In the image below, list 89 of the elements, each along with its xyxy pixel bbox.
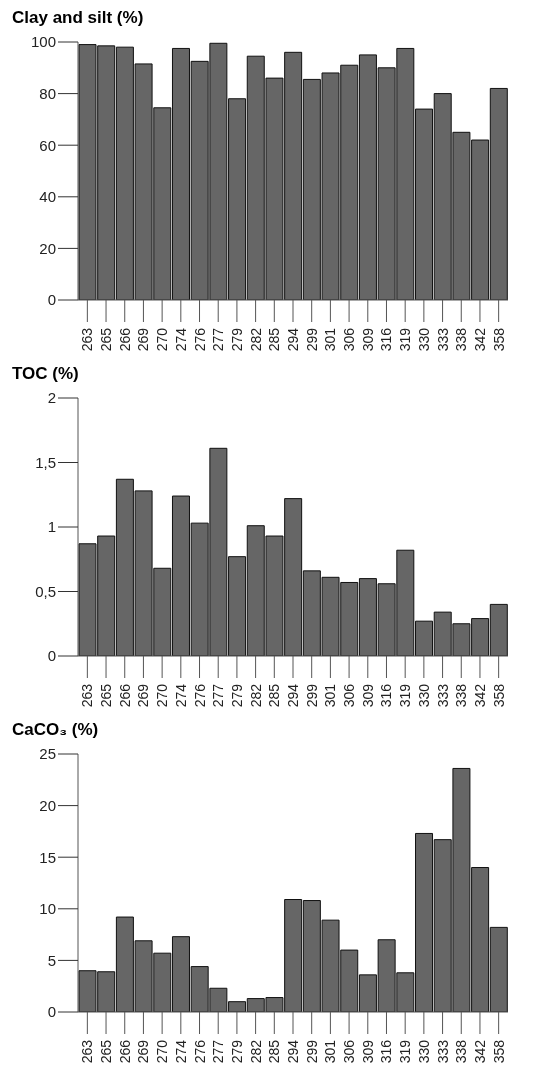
- x-tick-label: 270: [154, 683, 171, 708]
- y-tick-label: 1: [47, 518, 56, 536]
- x-tick-label: 358: [490, 683, 507, 708]
- x-tick-label: 282: [247, 1039, 264, 1064]
- y-tick-label: 40: [39, 188, 56, 206]
- x-tick-label: 265: [98, 327, 115, 352]
- x-tick-label: 276: [191, 327, 208, 352]
- x-tick-label: 269: [135, 1039, 152, 1064]
- x-tick-label: 333: [434, 1039, 451, 1064]
- x-tick-label: 274: [172, 683, 189, 708]
- x-tick-label: 309: [359, 683, 376, 708]
- chart-title: TOC (%): [12, 364, 80, 384]
- x-tick-label: 309: [359, 327, 376, 352]
- x-tick-label: 274: [172, 327, 189, 352]
- x-tick-label: 342: [471, 327, 488, 352]
- y-tick-label: 10: [39, 900, 56, 918]
- x-tick-label: 263: [79, 1039, 96, 1064]
- x-tick-label: 270: [154, 1039, 171, 1064]
- x-tick-label: 263: [79, 683, 96, 708]
- chart-title: CaCO₃ (%): [12, 720, 100, 740]
- x-tick-label: 338: [453, 327, 470, 352]
- x-tick-label: 330: [415, 683, 432, 708]
- x-tick-label: 269: [135, 683, 152, 708]
- x-tick-label: 306: [341, 683, 358, 708]
- x-tick-label: 276: [191, 1039, 208, 1064]
- x-tick-label: 309: [359, 1039, 376, 1064]
- x-tick-label: 277: [210, 1039, 227, 1064]
- x-tick-label: 279: [228, 327, 245, 352]
- x-tick-label: 282: [247, 683, 264, 708]
- x-tick-label: 285: [266, 683, 283, 708]
- y-tick-label: 80: [39, 84, 56, 102]
- x-tick-label: 306: [341, 327, 358, 352]
- x-tick-label: 299: [303, 683, 320, 708]
- x-tick-label: 338: [453, 1039, 470, 1064]
- x-tick-label: 306: [341, 1039, 358, 1064]
- x-tick-label: 279: [228, 1039, 245, 1064]
- y-tick-label: 20: [39, 239, 56, 257]
- y-tick-label: 100: [30, 33, 56, 51]
- x-tick-label: 333: [434, 327, 451, 352]
- x-tick-label: 330: [415, 327, 432, 352]
- x-tick-label: 277: [210, 327, 227, 352]
- x-tick-label: 338: [453, 683, 470, 708]
- x-tick-label: 276: [191, 683, 208, 708]
- x-tick-label: 294: [285, 683, 301, 708]
- y-tick-label: 20: [39, 796, 56, 814]
- x-tick-label: 319: [397, 683, 414, 708]
- y-tick-label: 2: [47, 389, 56, 407]
- y-tick-label: 0: [47, 1003, 56, 1021]
- y-tick-label: 0: [47, 647, 56, 665]
- x-tick-label: 269: [135, 327, 152, 352]
- x-tick-label: 358: [490, 327, 507, 352]
- x-tick-label: 279: [228, 683, 245, 708]
- x-tick-label: 301: [322, 1039, 339, 1064]
- x-tick-label: 266: [116, 1039, 133, 1064]
- x-tick-label: 342: [471, 1039, 488, 1064]
- x-tick-label: 265: [98, 1039, 115, 1064]
- x-tick-label: 299: [303, 1039, 320, 1064]
- y-tick-label: 25: [39, 745, 56, 763]
- x-tick-label: 316: [378, 1039, 395, 1064]
- x-tick-label: 266: [116, 683, 133, 708]
- chart-title: Clay and silt (%): [12, 8, 145, 28]
- y-tick-label: 0,5: [35, 582, 56, 600]
- y-tick-label: 5: [47, 951, 56, 969]
- x-tick-label: 333: [434, 683, 451, 708]
- x-tick-label: 277: [210, 683, 227, 708]
- x-tick-label: 285: [266, 327, 283, 352]
- x-tick-label: 265: [98, 683, 115, 708]
- x-tick-label: 274: [172, 1039, 189, 1064]
- x-tick-label: 263: [79, 327, 96, 352]
- x-tick-label: 282: [247, 327, 264, 352]
- x-tick-label: 285: [266, 1039, 283, 1064]
- x-tick-label: 316: [378, 327, 395, 352]
- x-tick-label: 319: [397, 1039, 414, 1064]
- x-tick-label: 330: [415, 1039, 432, 1064]
- x-tick-label: 266: [116, 327, 133, 352]
- y-tick-label: 0: [47, 291, 56, 309]
- x-tick-label: 358: [490, 1039, 507, 1064]
- x-tick-label: 316: [378, 683, 395, 708]
- x-tick-label: 319: [397, 327, 414, 352]
- y-tick-label: 1,5: [35, 453, 56, 471]
- x-tick-label: 299: [303, 327, 320, 352]
- x-tick-label: 301: [322, 683, 339, 708]
- x-tick-label: 294: [285, 1039, 301, 1064]
- y-tick-label: 15: [39, 848, 56, 866]
- x-tick-label: 342: [471, 683, 488, 708]
- y-tick-label: 60: [39, 136, 56, 154]
- x-tick-label: 294: [285, 327, 301, 352]
- x-tick-label: 270: [154, 327, 171, 352]
- x-tick-label: 301: [322, 327, 339, 352]
